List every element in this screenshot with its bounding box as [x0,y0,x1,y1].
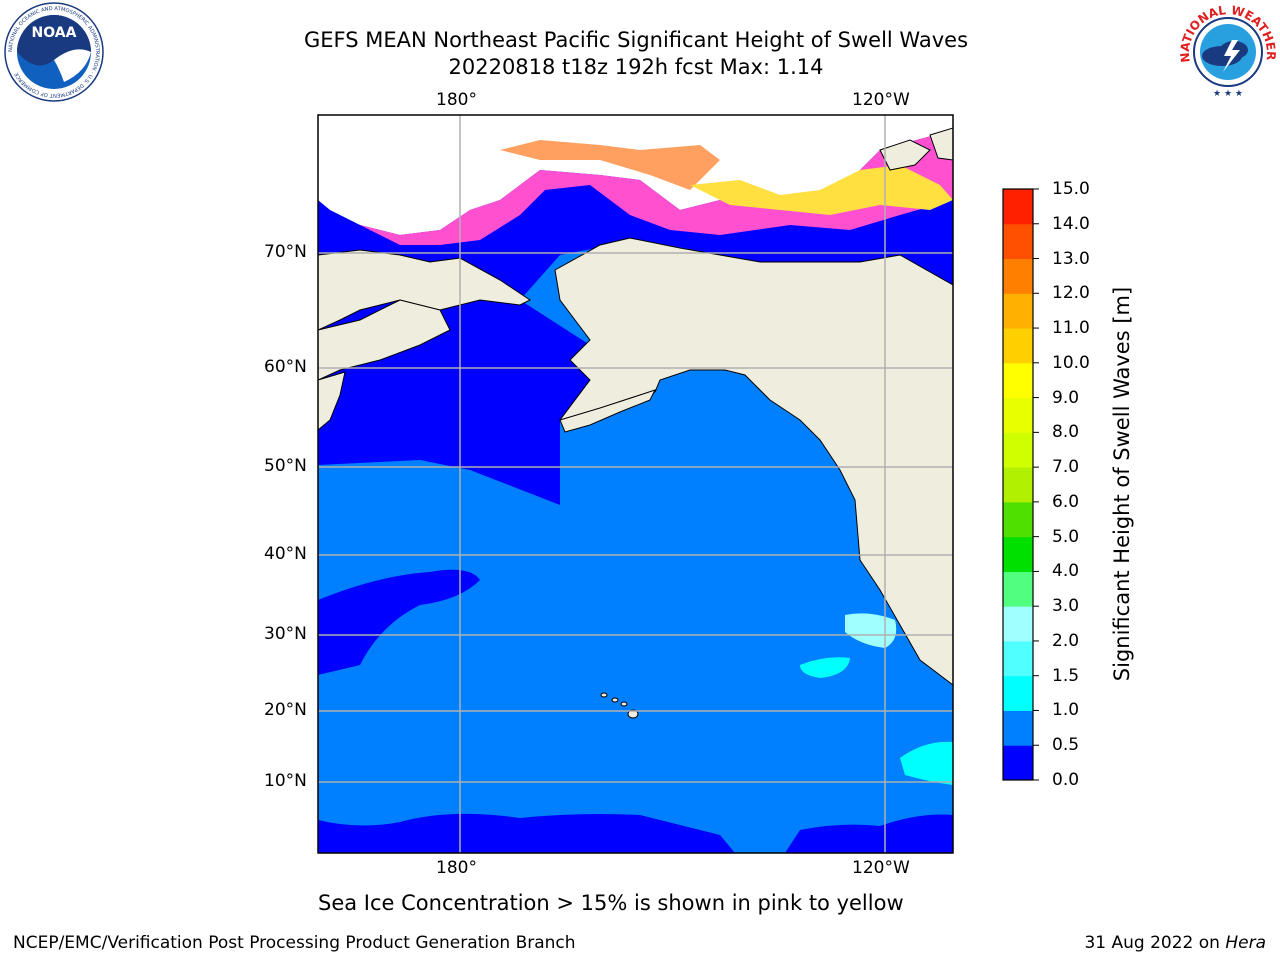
lat-label-10n: 10°N [264,771,307,791]
footer-date: 31 Aug 2022 on Hera [1084,932,1266,954]
colorbar-segment [1003,710,1033,746]
colorbar-tick-label: 7.0 [1052,457,1080,478]
map-frame [317,114,954,854]
lon-label-bottom-120w: 120°W [852,858,910,878]
colorbar-tick-label: 1.0 [1052,700,1080,721]
colorbar-tick-label: 0.5 [1052,735,1080,756]
lat-label-30n: 30°N [264,624,307,644]
colorbar-segment [1003,328,1033,364]
colorbar-tick-label: 0.0 [1052,770,1080,790]
colorbar [1003,188,1039,781]
colorbar-tick-label: 9.0 [1052,387,1080,408]
colorbar-segment [1003,571,1033,607]
colorbar-segment [1003,536,1033,572]
lon-label-top-120w: 120°W [852,90,910,110]
colorbar-segment [1003,362,1033,399]
colorbar-tick-label: 10.0 [1052,352,1090,373]
land-alaska-canada [554,237,953,686]
nws-logo-stars: ★ ★ ★ [1213,89,1243,99]
lat-label-40n: 40°N [264,544,307,564]
colorbar-segment [1003,640,1033,677]
colorbar-tick-label: 15.0 [1052,179,1090,199]
lat-label-50n: 50°N [264,456,307,476]
sea-ice-caption: Sea Ice Concentration > 15% is shown in … [318,891,904,915]
land-hawaii [600,692,639,719]
lon-label-bottom-180: 180° [436,858,477,878]
graticule [318,115,953,853]
colorbar-segment [1003,397,1033,433]
colorbar-tick-label: 13.0 [1052,248,1090,269]
land-arctic-island-1 [879,139,931,171]
swell-patch-cyan-2 [900,741,953,785]
colorbar-segment [1003,293,1033,329]
colorbar-segment [1003,189,1033,225]
ocean-dark-west [318,569,480,675]
swell-patch-light-cyan [845,613,897,648]
land-kamchatka-base [318,299,451,381]
footer-credit: NCEP/EMC/Verification Post Processing Pr… [13,933,576,953]
colorbar-tick-label: 1.5 [1052,665,1080,686]
colorbar-segment [1003,606,1033,642]
colorbar-tick-label: 3.0 [1052,596,1080,617]
noaa-logo-text: NOAA [32,25,77,41]
colorbar-tick-label: 12.0 [1052,283,1090,304]
noaa-logo: NOAA NATIONAL OCEANIC AND ATMOSPHERIC AD… [4,2,104,102]
colorbar-segment [1003,501,1033,538]
swell-patch-cyan-1 [800,657,850,678]
lat-label-60n: 60°N [264,357,307,377]
colorbar-label: Significant Height of Swell Waves [m] [1110,286,1134,682]
colorbar-tick-label: 8.0 [1052,422,1080,443]
colorbar-segment [1003,675,1033,711]
land-siberia [318,249,531,331]
colorbar-segment [1003,223,1033,260]
colorbar-segment [1003,745,1033,781]
colorbar-segment [1003,467,1033,503]
ice-orange [500,140,720,190]
colorbar-frame [1002,188,1034,781]
land-arctic-island-2 [929,127,953,161]
colorbar-tick-label: 6.0 [1052,491,1080,512]
land-alaska-peninsula [559,389,656,433]
chart-title: GEFS MEAN Northeast Pacific Significant … [303,28,969,52]
colorbar-tick-label: 4.0 [1052,561,1080,582]
lat-label-20n: 20°N [264,700,307,720]
ice-yellow [690,165,953,215]
ocean-dark-south-west [318,813,735,853]
colorbar-tick-label: 11.0 [1052,318,1090,339]
lat-label-70n: 70°N [264,242,307,262]
ice-pink [360,130,953,245]
colorbar-tick-label: 2.0 [1052,630,1080,651]
chart-subtitle: 20220818 t18z 192h fcst Max: 1.14 [448,55,824,79]
ocean-dark-south-east [785,814,953,853]
colorbar-tick-label: 14.0 [1052,213,1090,234]
colorbar-segment [1003,432,1033,468]
colorbar-segment [1003,258,1033,294]
footer-date-text: 31 Aug 2022 on [1084,933,1226,953]
lon-label-top-180: 180° [436,90,477,110]
nws-logo: NATIONAL WEATHER SERVICE ★ ★ ★ [1176,0,1278,102]
land-kamchatka [318,371,346,431]
footer-host: Hera [1225,933,1266,953]
colorbar-tick-label: 5.0 [1052,526,1080,547]
map-plot-area [318,115,953,853]
